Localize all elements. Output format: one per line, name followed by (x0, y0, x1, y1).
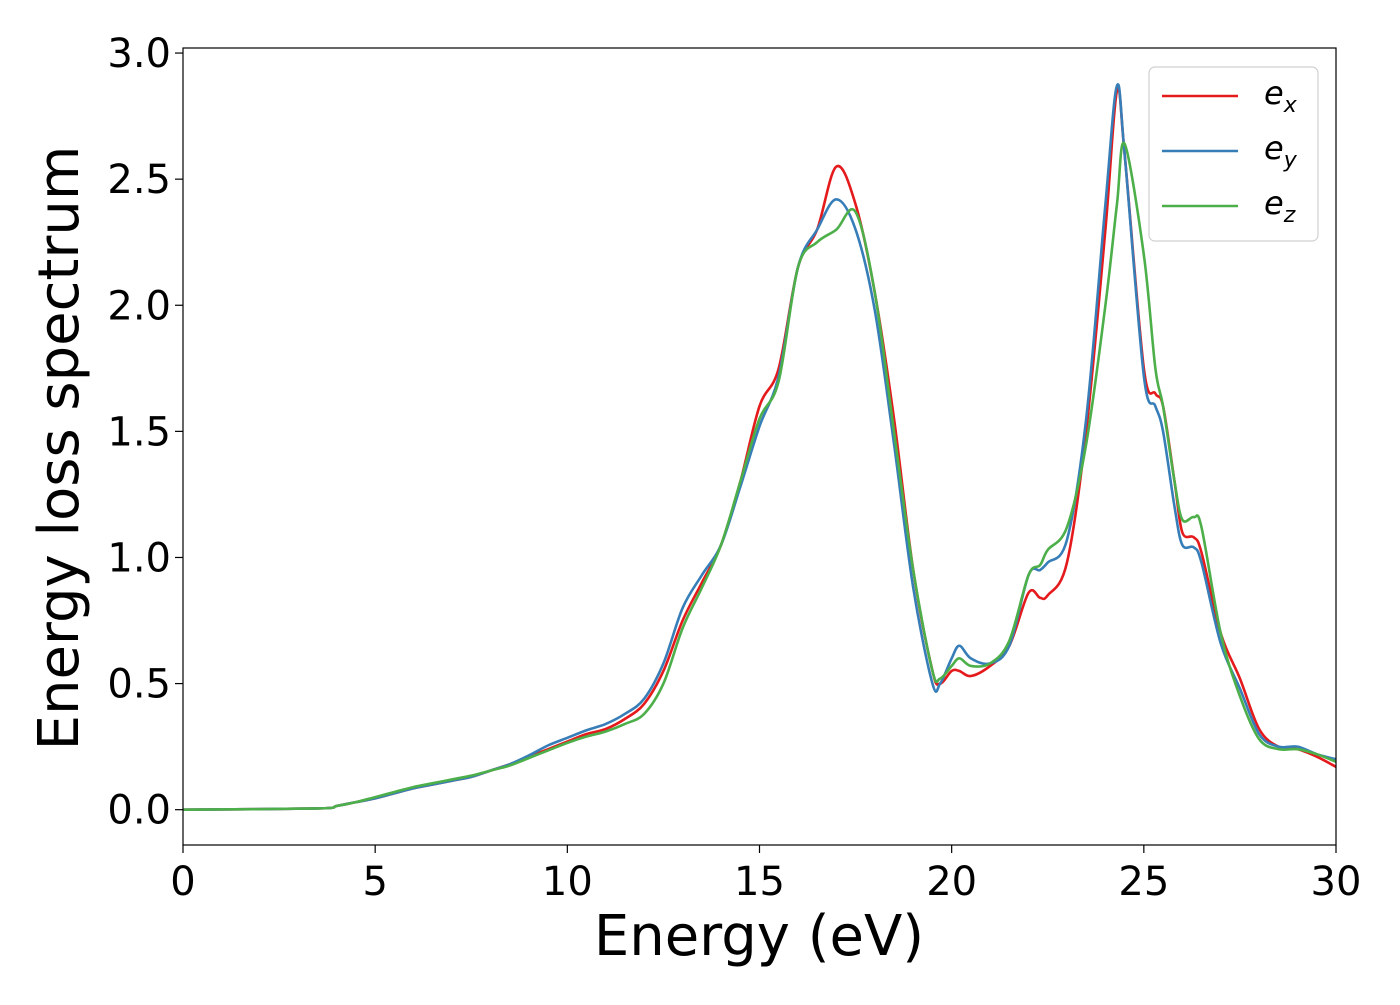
series-lines (183, 83, 1336, 811)
legend-box (1148, 66, 1319, 242)
x-tick-label: 30 (1311, 859, 1362, 905)
y-tick-label: 1.0 (107, 535, 171, 581)
y-tick-label: 2.0 (107, 283, 171, 329)
x-tick-label: 10 (542, 859, 593, 905)
y-tick-label: 3.0 (107, 31, 171, 77)
series-line-z (183, 141, 1336, 811)
x-axis: 0 5 10 15 20 25 30 (170, 845, 1361, 905)
x-tick-label: 20 (926, 859, 977, 905)
legend-label-z: ez (1264, 184, 1296, 228)
y-tick-label: 1.5 (107, 409, 171, 455)
x-tick-label: 5 (362, 859, 387, 905)
x-tick-label: 15 (734, 859, 785, 905)
y-axis-title: Energy loss spectrum (27, 146, 92, 751)
y-tick-label: 0.5 (107, 662, 171, 708)
x-axis-title: Energy (eV) (594, 904, 924, 969)
y-tick-label: 2.5 (107, 157, 171, 203)
y-tick-label: 0.0 (107, 788, 171, 834)
x-tick-label: 0 (170, 859, 195, 905)
x-tick-label: 25 (1118, 859, 1169, 905)
y-axis: 0.0 0.5 1.0 1.5 2.0 2.5 3.0 (107, 31, 183, 834)
